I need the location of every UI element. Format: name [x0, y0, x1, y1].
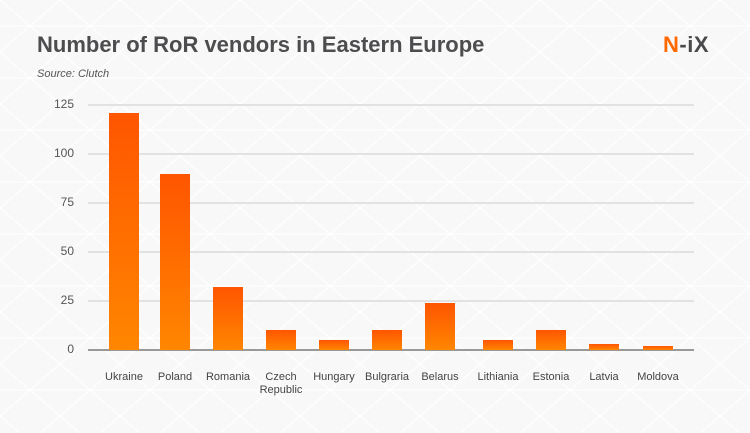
bar-moldova [643, 346, 673, 350]
x-tick-label: Estonia [532, 371, 570, 383]
x-tick-label: Czech Republic [259, 371, 303, 396]
gridline [88, 153, 694, 155]
bar-latvia [589, 344, 619, 350]
gridline [88, 300, 694, 302]
x-tick-label: Latvia [589, 371, 619, 383]
x-tick-label: Moldova [637, 371, 679, 383]
gridline [88, 104, 694, 106]
bar-czech-republic [266, 330, 296, 350]
logo-n: N [663, 32, 680, 57]
x-tick-label: Ukraine [105, 371, 143, 383]
x-tick-label: Romania [205, 371, 251, 383]
gridline [88, 202, 694, 204]
x-tick-label: Hungary [313, 371, 355, 383]
x-tick-label: Poland [157, 371, 193, 383]
chart-title: Number of RoR vendors in Eastern Europe [37, 32, 485, 57]
chart-source: Source: Clutch [37, 68, 110, 80]
bar-romania [213, 287, 243, 350]
x-axis-line [88, 349, 694, 351]
gridline [88, 251, 694, 253]
bar-poland [160, 173, 190, 350]
y-tick-label: 0 [67, 342, 74, 356]
brand-logo: N-iX [663, 32, 709, 58]
logo-rest: -iX [679, 32, 710, 57]
bar-lithiania [483, 340, 513, 350]
bar-hungary [319, 340, 349, 350]
bar-ukraine [109, 112, 139, 350]
bar-bulgraria [372, 330, 402, 350]
x-tick-label: Belarus [421, 371, 459, 383]
x-tick-label: Bulgraria [364, 371, 410, 383]
y-tick-label: 100 [53, 146, 74, 160]
y-tick-label: 50 [60, 244, 74, 258]
bar-belarus [425, 302, 455, 350]
x-tick-label: Lithiania [477, 371, 519, 383]
bar-estonia [536, 330, 566, 350]
y-tick-label: 125 [53, 97, 74, 111]
y-tick-label: 75 [60, 195, 74, 209]
y-tick-label: 25 [60, 293, 74, 307]
